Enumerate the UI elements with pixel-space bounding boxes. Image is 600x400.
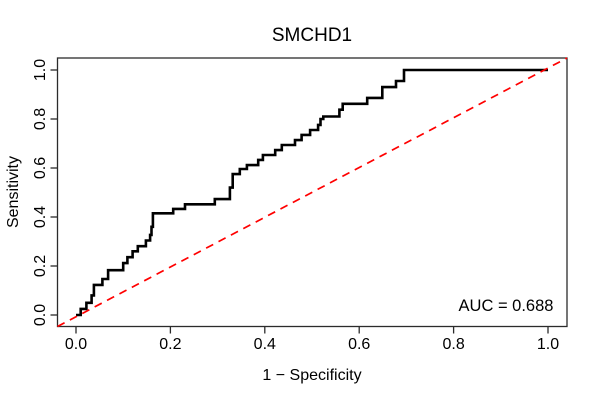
plot-border-box xyxy=(56,57,568,328)
auc-annotation: AUC = 0.688 xyxy=(459,297,554,315)
roc-curve xyxy=(76,68,548,317)
chance-diagonal xyxy=(57,57,568,328)
x-axis-label: 1 − Specificity xyxy=(262,367,361,384)
x-tick-label: 0.2 xyxy=(159,336,181,353)
series-layer xyxy=(57,57,568,328)
y-axis-label: Sensitivity xyxy=(5,156,22,228)
x-tick-label: 0.6 xyxy=(348,336,370,353)
y-tick-label: 0.6 xyxy=(32,157,49,179)
x-tick-label: 0.0 xyxy=(65,336,87,353)
y-tick-label: 0.0 xyxy=(32,304,49,326)
x-tick-label: 0.4 xyxy=(254,336,276,353)
y-tick-label: 0.2 xyxy=(32,255,49,277)
y-tick-label: 0.8 xyxy=(32,108,49,130)
x-axis: 0.0 0.2 0.4 0.6 0.8 1.0 xyxy=(65,326,559,353)
y-tick-label: 1.0 xyxy=(32,59,49,81)
x-tick-label: 1.0 xyxy=(537,336,559,353)
y-axis: 0.0 0.2 0.4 0.6 0.8 1.0 xyxy=(32,59,58,326)
x-tick-label: 0.8 xyxy=(442,336,464,353)
y-tick-label: 0.4 xyxy=(32,206,49,228)
chart-title: SMCHD1 xyxy=(272,25,352,46)
